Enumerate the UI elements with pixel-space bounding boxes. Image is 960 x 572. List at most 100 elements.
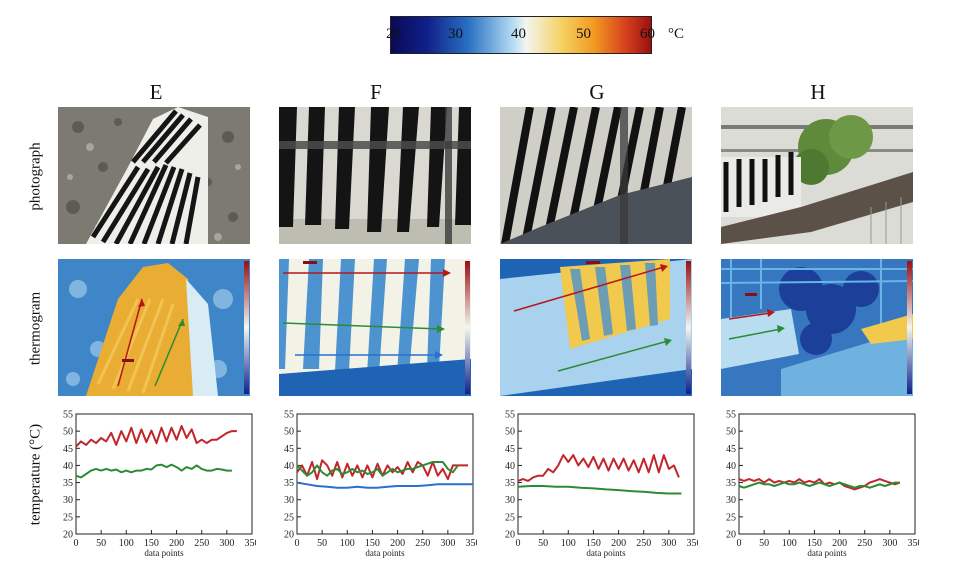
x-axis-label: data points <box>365 548 405 558</box>
y-tick-label: 40 <box>284 461 294 472</box>
x-tick-label: 0 <box>737 538 742 549</box>
colorbar-tick: 40 <box>511 26 526 42</box>
series-line <box>75 463 232 479</box>
y-tick-label: 55 <box>284 410 294 421</box>
series-line <box>517 485 682 495</box>
x-tick-label: 300 <box>661 538 676 549</box>
row-label-temperature: temperature (°C) <box>27 423 44 526</box>
colorbar-unit: °C <box>668 26 685 42</box>
thermogram-h <box>721 259 913 396</box>
y-tick-label: 45 <box>284 444 294 455</box>
x-tick-label: 150 <box>144 538 159 549</box>
x-axis-label: data points <box>144 548 184 558</box>
row-label-photograph: photograph <box>27 142 44 211</box>
y-tick-label: 30 <box>284 495 294 506</box>
y-tick-label: 40 <box>63 461 73 472</box>
x-axis-label: data points <box>807 548 847 558</box>
series-line <box>75 425 237 448</box>
y-tick-label: 25 <box>505 512 515 523</box>
colorbar-tick: 20 <box>386 26 401 42</box>
y-tick-label: 25 <box>63 512 73 523</box>
y-tick-label: 20 <box>505 530 515 541</box>
x-tick-label: 200 <box>832 538 847 549</box>
x-tick-label: 150 <box>365 538 380 549</box>
x-tick-label: 50 <box>317 538 327 549</box>
x-tick-label: 350 <box>245 538 257 549</box>
temperature-plot-g: 20 25 30 35 40 45 50 55 0 50 100 150 200 250 300 350 dat… <box>505 410 699 559</box>
x-tick-label: 100 <box>340 538 355 549</box>
x-tick-label: 250 <box>636 538 651 549</box>
y-tick-label: 20 <box>284 530 294 541</box>
x-tick-label: 300 <box>440 538 455 549</box>
x-tick-label: 250 <box>194 538 209 549</box>
x-tick-label: 200 <box>611 538 626 549</box>
x-tick-label: 200 <box>390 538 405 549</box>
y-tick-label: 30 <box>505 495 515 506</box>
temperature-plot-e: 20 25 30 35 40 45 50 55 0 50 100 150 200 250 300 350 dat… <box>63 410 257 559</box>
thermogram-g <box>500 259 692 396</box>
x-tick-label: 350 <box>466 538 478 549</box>
x-tick-label: 50 <box>759 538 769 549</box>
colorbar-tick: 60 <box>640 26 655 42</box>
y-tick-label: 35 <box>284 478 294 489</box>
y-tick-label: 40 <box>726 461 736 472</box>
temperature-plot-f: 20 25 30 35 40 45 50 55 0 50 100 150 200 250 300 350 dat… <box>284 410 478 559</box>
y-tick-label: 25 <box>284 512 294 523</box>
x-tick-label: 200 <box>169 538 184 549</box>
y-tick-label: 20 <box>63 530 73 541</box>
y-tick-label: 55 <box>726 410 736 421</box>
colorbar-gradient <box>390 16 652 54</box>
y-tick-label: 50 <box>505 427 515 438</box>
colorbar-tick: 50 <box>576 26 591 42</box>
x-tick-label: 350 <box>908 538 920 549</box>
series-line <box>738 478 901 491</box>
y-tick-label: 45 <box>505 444 515 455</box>
series-line <box>738 481 900 489</box>
x-tick-label: 100 <box>782 538 797 549</box>
y-tick-label: 45 <box>63 444 73 455</box>
x-tick-label: 0 <box>74 538 79 549</box>
plot-frame <box>517 413 695 535</box>
y-tick-label: 20 <box>726 530 736 541</box>
colorbar-tick: 30 <box>448 26 463 42</box>
y-tick-label: 35 <box>726 478 736 489</box>
x-tick-label: 300 <box>882 538 897 549</box>
x-tick-label: 0 <box>295 538 300 549</box>
series-line <box>296 461 459 477</box>
column-label-e: E <box>149 80 163 104</box>
x-tick-label: 350 <box>687 538 699 549</box>
y-tick-label: 40 <box>505 461 515 472</box>
temperature-plot-h: 20 25 30 35 40 45 50 55 0 50 100 150 200 250 300 350 dat… <box>726 410 920 559</box>
y-tick-label: 35 <box>63 478 73 489</box>
x-tick-label: 50 <box>96 538 106 549</box>
y-tick-label: 55 <box>505 410 515 421</box>
plot-frame <box>738 413 916 535</box>
x-tick-label: 150 <box>807 538 822 549</box>
column-label-f: F <box>370 80 382 104</box>
x-tick-label: 50 <box>538 538 548 549</box>
row-label-thermogram: thermogram <box>27 291 44 366</box>
thermogram-e <box>58 259 250 396</box>
x-tick-label: 300 <box>219 538 234 549</box>
x-tick-label: 0 <box>516 538 521 549</box>
series-line <box>296 481 473 489</box>
photograph-h <box>721 107 913 244</box>
y-tick-label: 25 <box>726 512 736 523</box>
y-tick-label: 45 <box>726 444 736 455</box>
column-label-g: G <box>589 80 605 104</box>
photograph-g <box>500 107 692 244</box>
y-tick-label: 50 <box>63 427 73 438</box>
y-tick-label: 30 <box>63 495 73 506</box>
y-tick-label: 55 <box>63 410 73 421</box>
temperature-colorbar: 20 30 40 50 60 <box>386 16 655 54</box>
y-tick-label: 50 <box>284 427 294 438</box>
y-tick-label: 50 <box>726 427 736 438</box>
x-axis-label: data points <box>586 548 626 558</box>
x-tick-label: 150 <box>586 538 601 549</box>
y-tick-label: 30 <box>726 495 736 506</box>
x-tick-label: 250 <box>415 538 430 549</box>
x-tick-label: 100 <box>119 538 134 549</box>
x-tick-label: 250 <box>857 538 872 549</box>
column-label-h: H <box>810 80 826 104</box>
x-tick-label: 100 <box>561 538 576 549</box>
